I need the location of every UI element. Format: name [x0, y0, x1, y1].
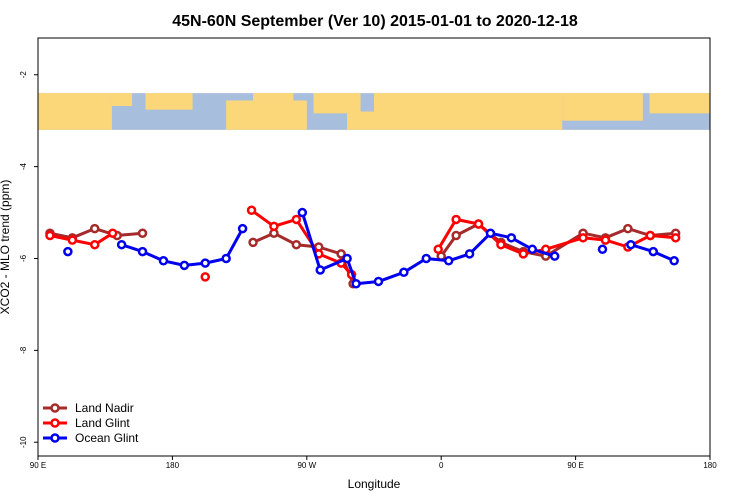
series-land-glint: [45, 205, 681, 282]
data-point: [670, 233, 681, 243]
data-point: [443, 256, 454, 266]
series-line: [250, 209, 353, 276]
map-land: [374, 93, 563, 130]
legend-marker: [50, 433, 60, 443]
y-tick-label: -4: [19, 163, 28, 171]
series-layer: [45, 205, 681, 289]
data-point: [342, 253, 352, 264]
data-point: [89, 223, 100, 234]
data-point: [297, 207, 308, 218]
data-point: [179, 260, 190, 271]
data-point: [107, 228, 118, 238]
data-point: [137, 228, 148, 238]
data-point: [496, 239, 506, 250]
data-point: [158, 256, 169, 266]
data-point: [473, 219, 484, 229]
data-point: [623, 223, 633, 234]
map-land: [562, 93, 643, 121]
data-point: [669, 256, 679, 266]
data-point: [549, 251, 560, 261]
data-point: [315, 265, 325, 275]
data-point: [578, 233, 588, 243]
data-point: [648, 246, 659, 257]
y-axis-label: XCO2 - MLO trend (ppm): [0, 180, 12, 315]
data-point: [45, 230, 55, 241]
data-point: [291, 239, 302, 250]
data-point: [433, 244, 443, 255]
y-tick-label: -8: [19, 346, 28, 354]
data-point: [336, 249, 346, 259]
map-land: [111, 93, 133, 106]
data-point: [200, 272, 211, 282]
series-line: [49, 231, 114, 247]
map-land: [347, 111, 374, 130]
data-point: [451, 214, 461, 225]
data-point: [506, 233, 517, 243]
y-tick-label: -2: [19, 71, 28, 79]
data-point: [89, 239, 100, 250]
map-land: [38, 93, 112, 130]
map-land: [253, 93, 294, 101]
data-point: [527, 244, 538, 255]
data-point: [137, 246, 148, 257]
y-tick-label: -10: [19, 436, 28, 448]
data-point: [518, 249, 529, 259]
data-point: [600, 235, 611, 245]
data-point: [291, 214, 302, 225]
chart-title: 45N-60N September (Ver 10) 2015-01-01 to…: [172, 13, 578, 30]
data-point: [626, 239, 636, 250]
data-point: [351, 278, 361, 289]
x-tick-label: 0: [439, 461, 444, 470]
map-land: [649, 93, 710, 114]
world-map-strip: [38, 93, 710, 130]
data-point: [221, 253, 231, 264]
map-land: [145, 93, 193, 110]
map-land: [226, 100, 307, 130]
y-tick-label: -6: [19, 254, 28, 262]
data-point: [399, 267, 409, 278]
data-point: [248, 237, 258, 248]
data-point: [597, 244, 608, 255]
data-point: [116, 239, 127, 250]
data-point: [200, 258, 211, 268]
legend-marker: [50, 403, 60, 413]
y-axis: -2 -4 -6 -8 -10: [19, 71, 38, 448]
legend-label: Land Glint: [75, 416, 130, 430]
x-tick-label: 180: [703, 461, 717, 470]
data-point: [485, 228, 496, 238]
data-point: [464, 249, 475, 259]
plot-frame: [37, 37, 711, 457]
x-tick-label: 180: [166, 461, 180, 470]
x-tick-label: 90 E: [567, 461, 583, 470]
data-point: [269, 221, 279, 232]
data-point: [645, 230, 656, 241]
legend-marker: [50, 418, 60, 428]
data-point: [246, 205, 257, 216]
data-point: [63, 246, 73, 257]
data-point: [421, 253, 432, 264]
data-point: [237, 223, 248, 234]
series-line: [252, 231, 355, 285]
series-ocean-glint: [63, 207, 679, 289]
map-land: [313, 93, 361, 114]
x-axis: 90 E 180 90 W 0 90 E 180: [30, 456, 717, 470]
x-tick-label: 90 W: [297, 461, 316, 470]
x-tick-label: 90 E: [30, 461, 46, 470]
legend-label: Land Nadir: [75, 401, 134, 415]
data-point: [67, 235, 78, 245]
data-point: [451, 230, 461, 241]
x-axis-label: Longitude: [348, 477, 401, 491]
legend-label: Ocean Glint: [75, 431, 139, 445]
data-point: [373, 276, 384, 287]
